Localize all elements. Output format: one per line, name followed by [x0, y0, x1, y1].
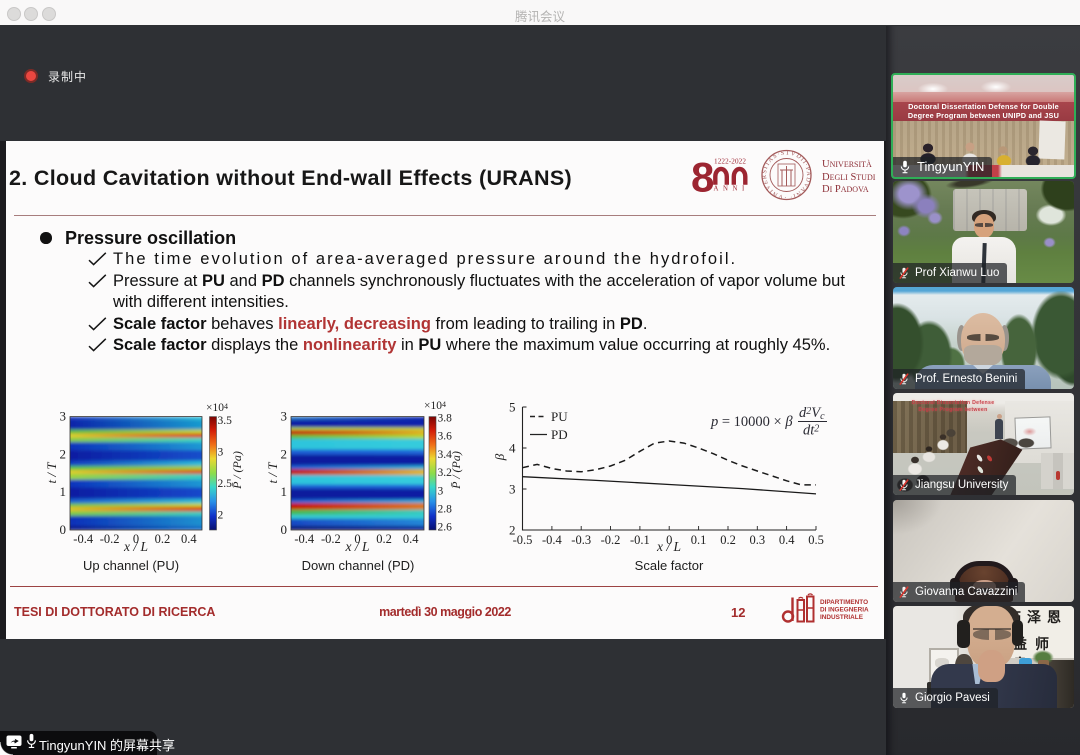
svg-text:PD: PD [551, 427, 568, 442]
svg-text:3.8: 3.8 [438, 413, 453, 425]
svg-text:0: 0 [60, 522, 67, 537]
svg-text:p = 10000 × β: p = 10000 × β [710, 414, 793, 430]
svg-text:t / T: t / T [44, 462, 59, 484]
svg-text:-0.4: -0.4 [294, 532, 315, 546]
svg-text:Down channel (PD): Down channel (PD) [302, 558, 415, 573]
svg-text:x / L: x / L [656, 539, 681, 554]
svg-text:0.2: 0.2 [720, 533, 736, 547]
svg-text:DEGLI STUDI: DEGLI STUDI [822, 172, 876, 183]
svg-text:2: 2 [60, 446, 67, 461]
svg-text:β: β [492, 453, 507, 461]
svg-text:-0.2: -0.2 [100, 532, 120, 546]
svg-text:-0.4: -0.4 [73, 532, 94, 546]
svg-text:3.4: 3.4 [438, 449, 453, 461]
svg-text:Scale factor: Scale factor [635, 558, 704, 573]
svg-text:ANNI: ANNI [714, 186, 749, 193]
svg-text:P̄ / (Pa): P̄ / (Pa) [230, 451, 244, 490]
svg-text:3: 3 [509, 482, 516, 497]
svg-text:0: 0 [354, 532, 360, 546]
svg-text:3.2: 3.2 [438, 467, 453, 479]
svg-text:0.4: 0.4 [779, 533, 795, 547]
svg-text:2: 2 [281, 446, 288, 461]
svg-text:×104: ×104 [206, 402, 228, 414]
svg-text:-0.1: -0.1 [630, 533, 650, 547]
svg-text:P̄ / (Pa): P̄ / (Pa) [449, 451, 463, 490]
svg-text:0: 0 [133, 532, 139, 546]
svg-text:0.2: 0.2 [376, 532, 392, 546]
svg-text:2.8: 2.8 [438, 504, 453, 516]
svg-text:-0.5: -0.5 [513, 533, 533, 547]
svg-text:-0.4: -0.4 [542, 533, 563, 547]
svg-text:0.3: 0.3 [749, 533, 765, 547]
svg-text:Up channel (PU): Up channel (PU) [83, 558, 179, 573]
svg-text:1: 1 [281, 484, 288, 499]
svg-text:UNIVERSITÀ: UNIVERSITÀ [822, 159, 872, 170]
svg-text:1222-2022: 1222-2022 [714, 158, 746, 166]
svg-text:PU: PU [551, 409, 568, 424]
svg-text:3.5: 3.5 [218, 415, 233, 427]
svg-text:x / L: x / L [123, 539, 148, 554]
svg-text:3: 3 [60, 409, 67, 424]
svg-text:8: 8 [691, 154, 714, 201]
svg-text:-0.3: -0.3 [571, 533, 591, 547]
svg-text:0.1: 0.1 [691, 533, 707, 547]
svg-text:3: 3 [281, 409, 288, 424]
svg-text:DIPARTIMENTO: DIPARTIMENTO [820, 599, 868, 606]
svg-text:0.4: 0.4 [181, 532, 197, 546]
svg-text:4: 4 [509, 441, 516, 456]
svg-text:2.5: 2.5 [218, 478, 233, 490]
svg-text:2: 2 [218, 510, 224, 522]
svg-text:0.2: 0.2 [155, 532, 171, 546]
svg-text:5: 5 [509, 400, 516, 415]
svg-text:3: 3 [438, 485, 444, 497]
svg-text:-0.2: -0.2 [321, 532, 341, 546]
svg-text:-0.2: -0.2 [601, 533, 621, 547]
svg-text:DI INGEGNERIA: DI INGEGNERIA [820, 607, 869, 614]
svg-text:x / L: x / L [344, 539, 369, 554]
svg-text:×104: ×104 [424, 400, 446, 412]
svg-text:3.6: 3.6 [438, 431, 453, 443]
svg-text:3: 3 [218, 447, 224, 459]
svg-text:2: 2 [509, 523, 516, 538]
svg-text:INDUSTRIALE: INDUSTRIALE [820, 614, 864, 621]
svg-text:t / T: t / T [265, 462, 280, 484]
svg-text:0.4: 0.4 [403, 532, 419, 546]
svg-text:d2Vc: d2Vc [799, 405, 825, 422]
svg-text:DI PADOVA: DI PADOVA [822, 184, 869, 195]
svg-text:0: 0 [281, 522, 288, 537]
svg-text:dt2: dt2 [803, 423, 819, 439]
svg-text:1: 1 [60, 484, 67, 499]
svg-text:0: 0 [666, 533, 672, 547]
svg-text:0.5: 0.5 [808, 533, 824, 547]
svg-text:2.6: 2.6 [438, 522, 453, 534]
